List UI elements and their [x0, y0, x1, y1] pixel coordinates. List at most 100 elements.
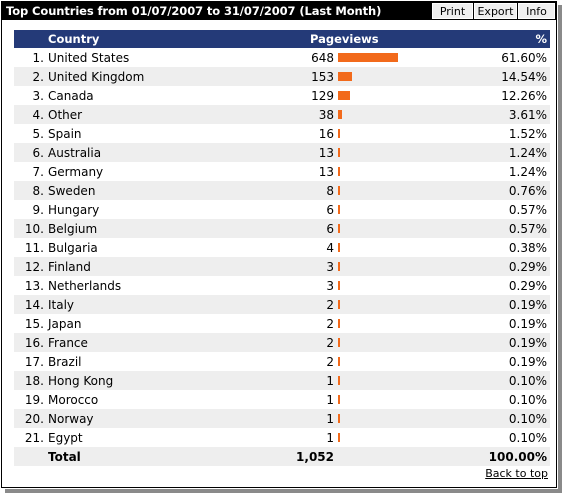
- row-bar-cell: [338, 105, 438, 124]
- row-country: Germany: [48, 164, 104, 179]
- row-country: France: [48, 335, 88, 350]
- print-button[interactable]: Print: [432, 3, 473, 19]
- pageviews-bar: [338, 414, 340, 423]
- pageviews-bar: [338, 224, 340, 233]
- pageviews-bar: [338, 357, 340, 366]
- pageviews-bar: [338, 319, 340, 328]
- row-bar-cell: [338, 257, 438, 276]
- table-row: 16. France 2 0.19%: [14, 333, 550, 352]
- pageviews-bar: [338, 433, 340, 442]
- back-to-top-link[interactable]: Back to top: [485, 467, 548, 480]
- row-pageviews: 13: [318, 164, 334, 179]
- row-rank: 7.: [32, 164, 44, 179]
- pageviews-bar: [338, 300, 340, 309]
- total-row: Total 1,052 100.00%: [14, 447, 550, 466]
- row-percent: 3.61%: [508, 107, 547, 122]
- pageviews-bar: [338, 281, 340, 290]
- row-pageviews: 3: [326, 259, 334, 274]
- table-row: 11. Bulgaria 4 0.38%: [14, 238, 550, 257]
- row-percent: 1.24%: [508, 145, 547, 160]
- row-bar-cell: [338, 48, 438, 67]
- row-percent: 0.19%: [508, 354, 547, 369]
- table-header: Country Pageviews %: [14, 30, 550, 48]
- table-row: 5. Spain 16 1.52%: [14, 124, 550, 143]
- table-row: 14. Italy 2 0.19%: [14, 295, 550, 314]
- row-bar-cell: [338, 276, 438, 295]
- column-header-percent[interactable]: %: [535, 32, 547, 46]
- pageviews-bar: [338, 72, 352, 81]
- table-row: 17. Brazil 2 0.19%: [14, 352, 550, 371]
- row-rank: 14.: [24, 297, 44, 312]
- row-country: Brazil: [48, 354, 82, 369]
- table-body: 1. United States 648 61.60% 2. United Kingdom…: [14, 48, 550, 447]
- row-rank: 16.: [24, 335, 44, 350]
- row-rank: 10.: [24, 221, 44, 236]
- row-percent: 0.19%: [508, 297, 547, 312]
- row-pageviews: 1: [326, 373, 334, 388]
- row-pageviews: 38: [318, 107, 334, 122]
- row-country: Japan: [48, 316, 82, 331]
- row-percent: 0.10%: [508, 392, 547, 407]
- panel-shadow-right: [558, 5, 562, 489]
- info-button[interactable]: Info: [518, 3, 555, 19]
- row-rank: 3.: [32, 88, 44, 103]
- row-percent: 0.10%: [508, 373, 547, 388]
- row-pageviews: 153: [311, 69, 334, 84]
- report-title: Top Countries from 01/07/2007 to 31/07/2…: [6, 4, 382, 18]
- column-header-country[interactable]: Country: [48, 32, 100, 46]
- row-percent: 0.10%: [508, 411, 547, 426]
- row-rank: 20.: [24, 411, 44, 426]
- row-country: Belgium: [48, 221, 98, 236]
- row-bar-cell: [338, 390, 438, 409]
- table-row: 21. Egypt 1 0.10%: [14, 428, 550, 447]
- table-row: 1. United States 648 61.60%: [14, 48, 550, 67]
- row-bar-cell: [338, 86, 438, 105]
- table-row: 4. Other 38 3.61%: [14, 105, 550, 124]
- table-row: 15. Japan 2 0.19%: [14, 314, 550, 333]
- table-row: 13. Netherlands 3 0.29%: [14, 276, 550, 295]
- total-pageviews: 1,052: [296, 449, 334, 464]
- row-percent: 0.38%: [508, 240, 547, 255]
- pageviews-bar: [338, 110, 342, 119]
- row-bar-cell: [338, 333, 438, 352]
- total-percent: 100.00%: [488, 449, 547, 464]
- row-bar-cell: [338, 200, 438, 219]
- table-row: 18. Hong Kong 1 0.10%: [14, 371, 550, 390]
- row-country: Spain: [48, 126, 82, 141]
- row-rank: 11.: [24, 240, 44, 255]
- column-header-pageviews[interactable]: Pageviews: [310, 32, 379, 46]
- row-pageviews: 8: [326, 183, 334, 198]
- pageviews-bar: [338, 376, 340, 385]
- row-percent: 0.57%: [508, 221, 547, 236]
- row-pageviews: 16: [318, 126, 334, 141]
- report-panel: Top Countries from 01/07/2007 to 31/07/2…: [1, 1, 557, 488]
- pageviews-bar: [338, 262, 340, 271]
- report-titlebar: Top Countries from 01/07/2007 to 31/07/2…: [2, 2, 556, 20]
- row-percent: 0.19%: [508, 335, 547, 350]
- row-rank: 6.: [32, 145, 44, 160]
- pageviews-bar: [338, 167, 340, 176]
- table-row: 6. Australia 13 1.24%: [14, 143, 550, 162]
- table-row: 12. Finland 3 0.29%: [14, 257, 550, 276]
- pageviews-bar: [338, 243, 340, 252]
- row-pageviews: 1: [326, 430, 334, 445]
- pageviews-bar: [338, 338, 340, 347]
- row-pageviews: 1: [326, 411, 334, 426]
- panel-shadow-bottom: [5, 489, 562, 493]
- row-rank: 5.: [32, 126, 44, 141]
- row-country: United Kingdom: [48, 69, 145, 84]
- row-percent: 0.29%: [508, 259, 547, 274]
- row-percent: 61.60%: [501, 50, 547, 65]
- row-bar-cell: [338, 238, 438, 257]
- row-country: Hong Kong: [48, 373, 114, 388]
- row-pageviews: 648: [311, 50, 334, 65]
- row-rank: 8.: [32, 183, 44, 198]
- export-button[interactable]: Export: [474, 3, 517, 19]
- table-row: 2. United Kingdom 153 14.54%: [14, 67, 550, 86]
- row-pageviews: 6: [326, 202, 334, 217]
- table-row: 7. Germany 13 1.24%: [14, 162, 550, 181]
- row-bar-cell: [338, 219, 438, 238]
- row-rank: 19.: [24, 392, 44, 407]
- row-country: Australia: [48, 145, 102, 160]
- row-percent: 0.29%: [508, 278, 547, 293]
